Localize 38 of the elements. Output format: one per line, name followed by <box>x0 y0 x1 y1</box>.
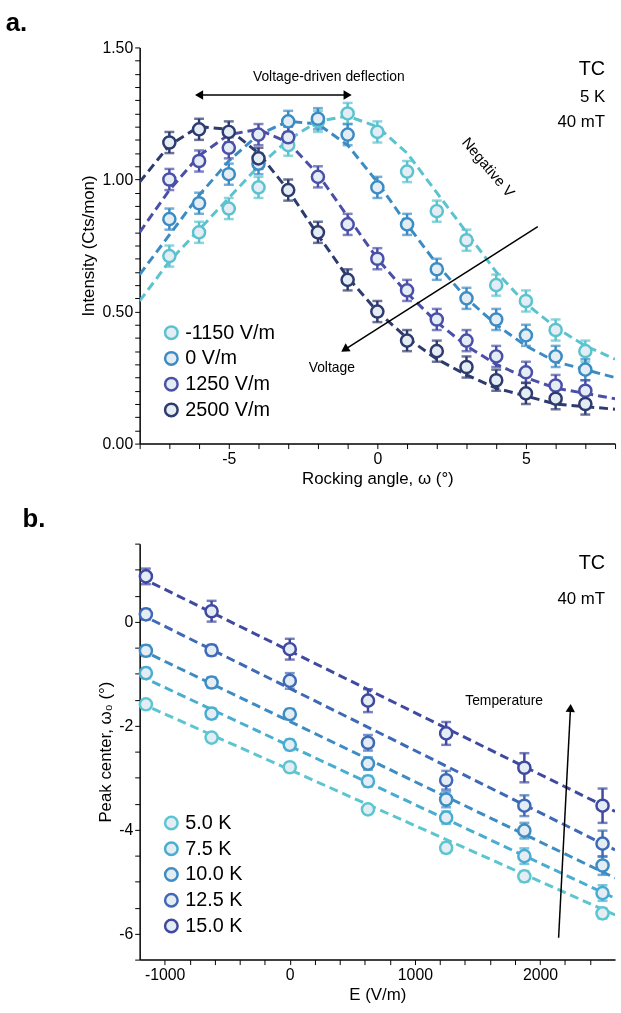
annotation: 40 mT <box>557 111 606 131</box>
y-tick-label: 1.00 <box>102 170 134 188</box>
y-tick-label: 0.00 <box>102 435 134 453</box>
legend-label: 10.0 K <box>185 862 243 885</box>
legend-label: -1150 V/m <box>185 320 276 343</box>
y-tick-label: 0.50 <box>102 302 134 320</box>
legend-label: 15.0 K <box>185 913 243 936</box>
x-tick-label: 0 <box>285 965 295 983</box>
y-tick-label: -6 <box>119 925 134 943</box>
legend-label: 0 V/m <box>185 346 237 369</box>
x-tick-label: -5 <box>222 449 237 467</box>
x-axis-title: Rocking angle, ω (°) <box>301 468 454 488</box>
y-tick-label: -4 <box>119 821 134 839</box>
chart-title: b. <box>22 503 46 532</box>
annotation: 5 K <box>579 86 606 106</box>
annotation: Voltage <box>308 359 356 376</box>
chart-title: a. <box>5 7 28 36</box>
x-tick-label: -1000 <box>144 965 186 983</box>
x-tick-label: 1000 <box>397 965 434 983</box>
legend-label: 12.5 K <box>185 888 243 911</box>
x-tick-label: 5 <box>522 449 532 467</box>
y-tick-label: 1.50 <box>102 38 134 56</box>
annotation: TC <box>578 57 606 80</box>
annotation: Voltage-driven deflection <box>252 68 405 85</box>
x-tick-label: 0 <box>373 449 383 467</box>
annotation: 40 mT <box>557 589 606 609</box>
x-axis-title: E (V/m) <box>349 984 407 1004</box>
legend-label: 7.5 K <box>185 836 232 859</box>
y-tick-label: -2 <box>119 717 134 735</box>
y-axis-title: Intensity (Cts/mon) <box>79 175 99 317</box>
annotation: Temperature <box>465 692 544 709</box>
x-tick-label: 2000 <box>522 965 559 983</box>
y-axis-title: Peak center, ω₀ (°) <box>96 681 116 823</box>
annotation: TC <box>578 551 606 574</box>
legend-label: 5.0 K <box>185 810 232 833</box>
legend-label: 2500 V/m <box>185 397 270 420</box>
y-tick-label: 0 <box>124 613 134 631</box>
legend-label: 1250 V/m <box>185 372 270 395</box>
